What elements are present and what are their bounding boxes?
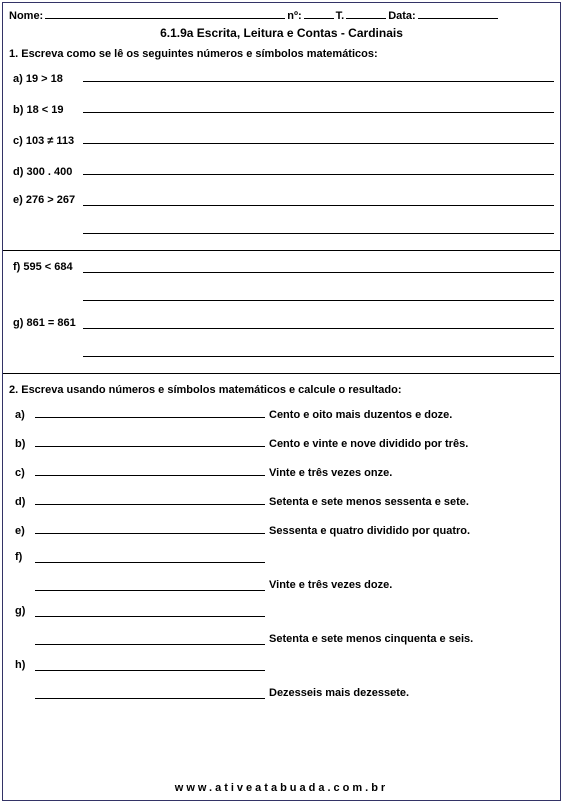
q2-text: Cento e oito mais duzentos e doze.: [269, 409, 452, 421]
q2-text: Cento e vinte e nove dividido por três.: [269, 438, 468, 450]
answer-line[interactable]: [83, 194, 554, 206]
q2-text: Vinte e três vezes doze.: [269, 579, 392, 591]
q2-text: Vinte e três vezes onze.: [269, 467, 392, 479]
q1-label: b) 18 < 19: [13, 104, 83, 116]
date-blank[interactable]: [418, 7, 498, 19]
answer-line[interactable]: [35, 605, 265, 617]
q2-letter: e): [15, 525, 35, 537]
answer-line[interactable]: [83, 289, 554, 301]
q2-item-f: f) Vinte e três vezes doze.: [15, 551, 554, 591]
q2-text: Setenta e sete menos cinquenta e seis.: [269, 633, 473, 645]
q2-text: Setenta e sete menos sessenta e sete.: [269, 496, 469, 508]
t-label: T.: [336, 10, 345, 22]
answer-line[interactable]: [83, 101, 554, 113]
q1-item-a: a) 19 > 18: [13, 70, 554, 85]
q2-letter: h): [15, 659, 35, 671]
answer-line[interactable]: [83, 317, 554, 329]
q2-letter: d): [15, 496, 35, 508]
worksheet-page: Nome: nº: T. Data: 6.1.9a Escrita, Leitu…: [2, 2, 561, 801]
q1-item-c: c) 103 ≠ 113: [13, 132, 554, 147]
q1-label: e) 276 > 267: [13, 194, 83, 206]
q2-text: Sessenta e quatro dividido por quatro.: [269, 525, 470, 537]
q1-item-g: g) 861 = 861: [13, 317, 554, 357]
q1-item-f: f) 595 < 684: [13, 261, 554, 301]
q2-text: Dezesseis mais dezessete.: [269, 687, 409, 699]
header-fields: Nome: nº: T. Data:: [9, 7, 554, 22]
answer-line[interactable]: [35, 406, 265, 418]
q1-item-e: e) 276 > 267: [13, 194, 554, 234]
answer-line[interactable]: [83, 222, 554, 234]
answer-line[interactable]: [83, 261, 554, 273]
answer-line[interactable]: [35, 493, 265, 505]
q2-item-d: d) Setenta e sete menos sessenta e sete.: [15, 493, 554, 508]
answer-line[interactable]: [83, 132, 554, 144]
q2-letter: a): [15, 409, 35, 421]
q1-item-b: b) 18 < 19: [13, 101, 554, 116]
worksheet-title: 6.1.9a Escrita, Leitura e Contas - Cardi…: [9, 26, 554, 40]
q2-item-g: g) Setenta e sete menos cinquenta e seis…: [15, 605, 554, 645]
divider: [3, 373, 560, 374]
section1-instruction: 1. Escreva como se lê os seguintes númer…: [9, 48, 554, 60]
q2-item-h: h) Dezesseis mais dezessete.: [15, 659, 554, 699]
q1-label: d) 300 . 400: [13, 166, 83, 178]
answer-line[interactable]: [35, 551, 265, 563]
t-blank[interactable]: [346, 7, 386, 19]
answer-line[interactable]: [35, 687, 265, 699]
q2-letter: b): [15, 438, 35, 450]
answer-line[interactable]: [35, 659, 265, 671]
answer-line[interactable]: [35, 522, 265, 534]
q1-label: a) 19 > 18: [13, 73, 83, 85]
name-label: Nome:: [9, 10, 43, 22]
answer-line[interactable]: [83, 70, 554, 82]
q2-letter: g): [15, 605, 35, 617]
answer-line[interactable]: [35, 464, 265, 476]
q1-item-d: d) 300 . 400: [13, 163, 554, 178]
q1-label: c) 103 ≠ 113: [13, 135, 83, 147]
q2-item-e: e) Sessenta e quatro dividido por quatro…: [15, 522, 554, 537]
name-blank[interactable]: [45, 7, 285, 19]
q2-letter: f): [15, 551, 35, 563]
num-blank[interactable]: [304, 7, 334, 19]
footer-url: www.ativeatabuada.com.br: [3, 782, 560, 794]
answer-line[interactable]: [35, 435, 265, 447]
answer-line[interactable]: [35, 633, 265, 645]
q2-item-a: a) Cento e oito mais duzentos e doze.: [15, 406, 554, 421]
num-label: nº:: [287, 10, 301, 22]
section2-instruction: 2. Escreva usando números e símbolos mat…: [9, 384, 554, 396]
q2-letter: c): [15, 467, 35, 479]
answer-line[interactable]: [35, 579, 265, 591]
q2-item-c: c) Vinte e três vezes onze.: [15, 464, 554, 479]
q1-label: f) 595 < 684: [13, 261, 83, 273]
q1-label: g) 861 = 861: [13, 317, 83, 329]
divider: [3, 250, 560, 251]
answer-line[interactable]: [83, 163, 554, 175]
q2-item-b: b) Cento e vinte e nove dividido por trê…: [15, 435, 554, 450]
date-label: Data:: [388, 10, 416, 22]
answer-line[interactable]: [83, 345, 554, 357]
